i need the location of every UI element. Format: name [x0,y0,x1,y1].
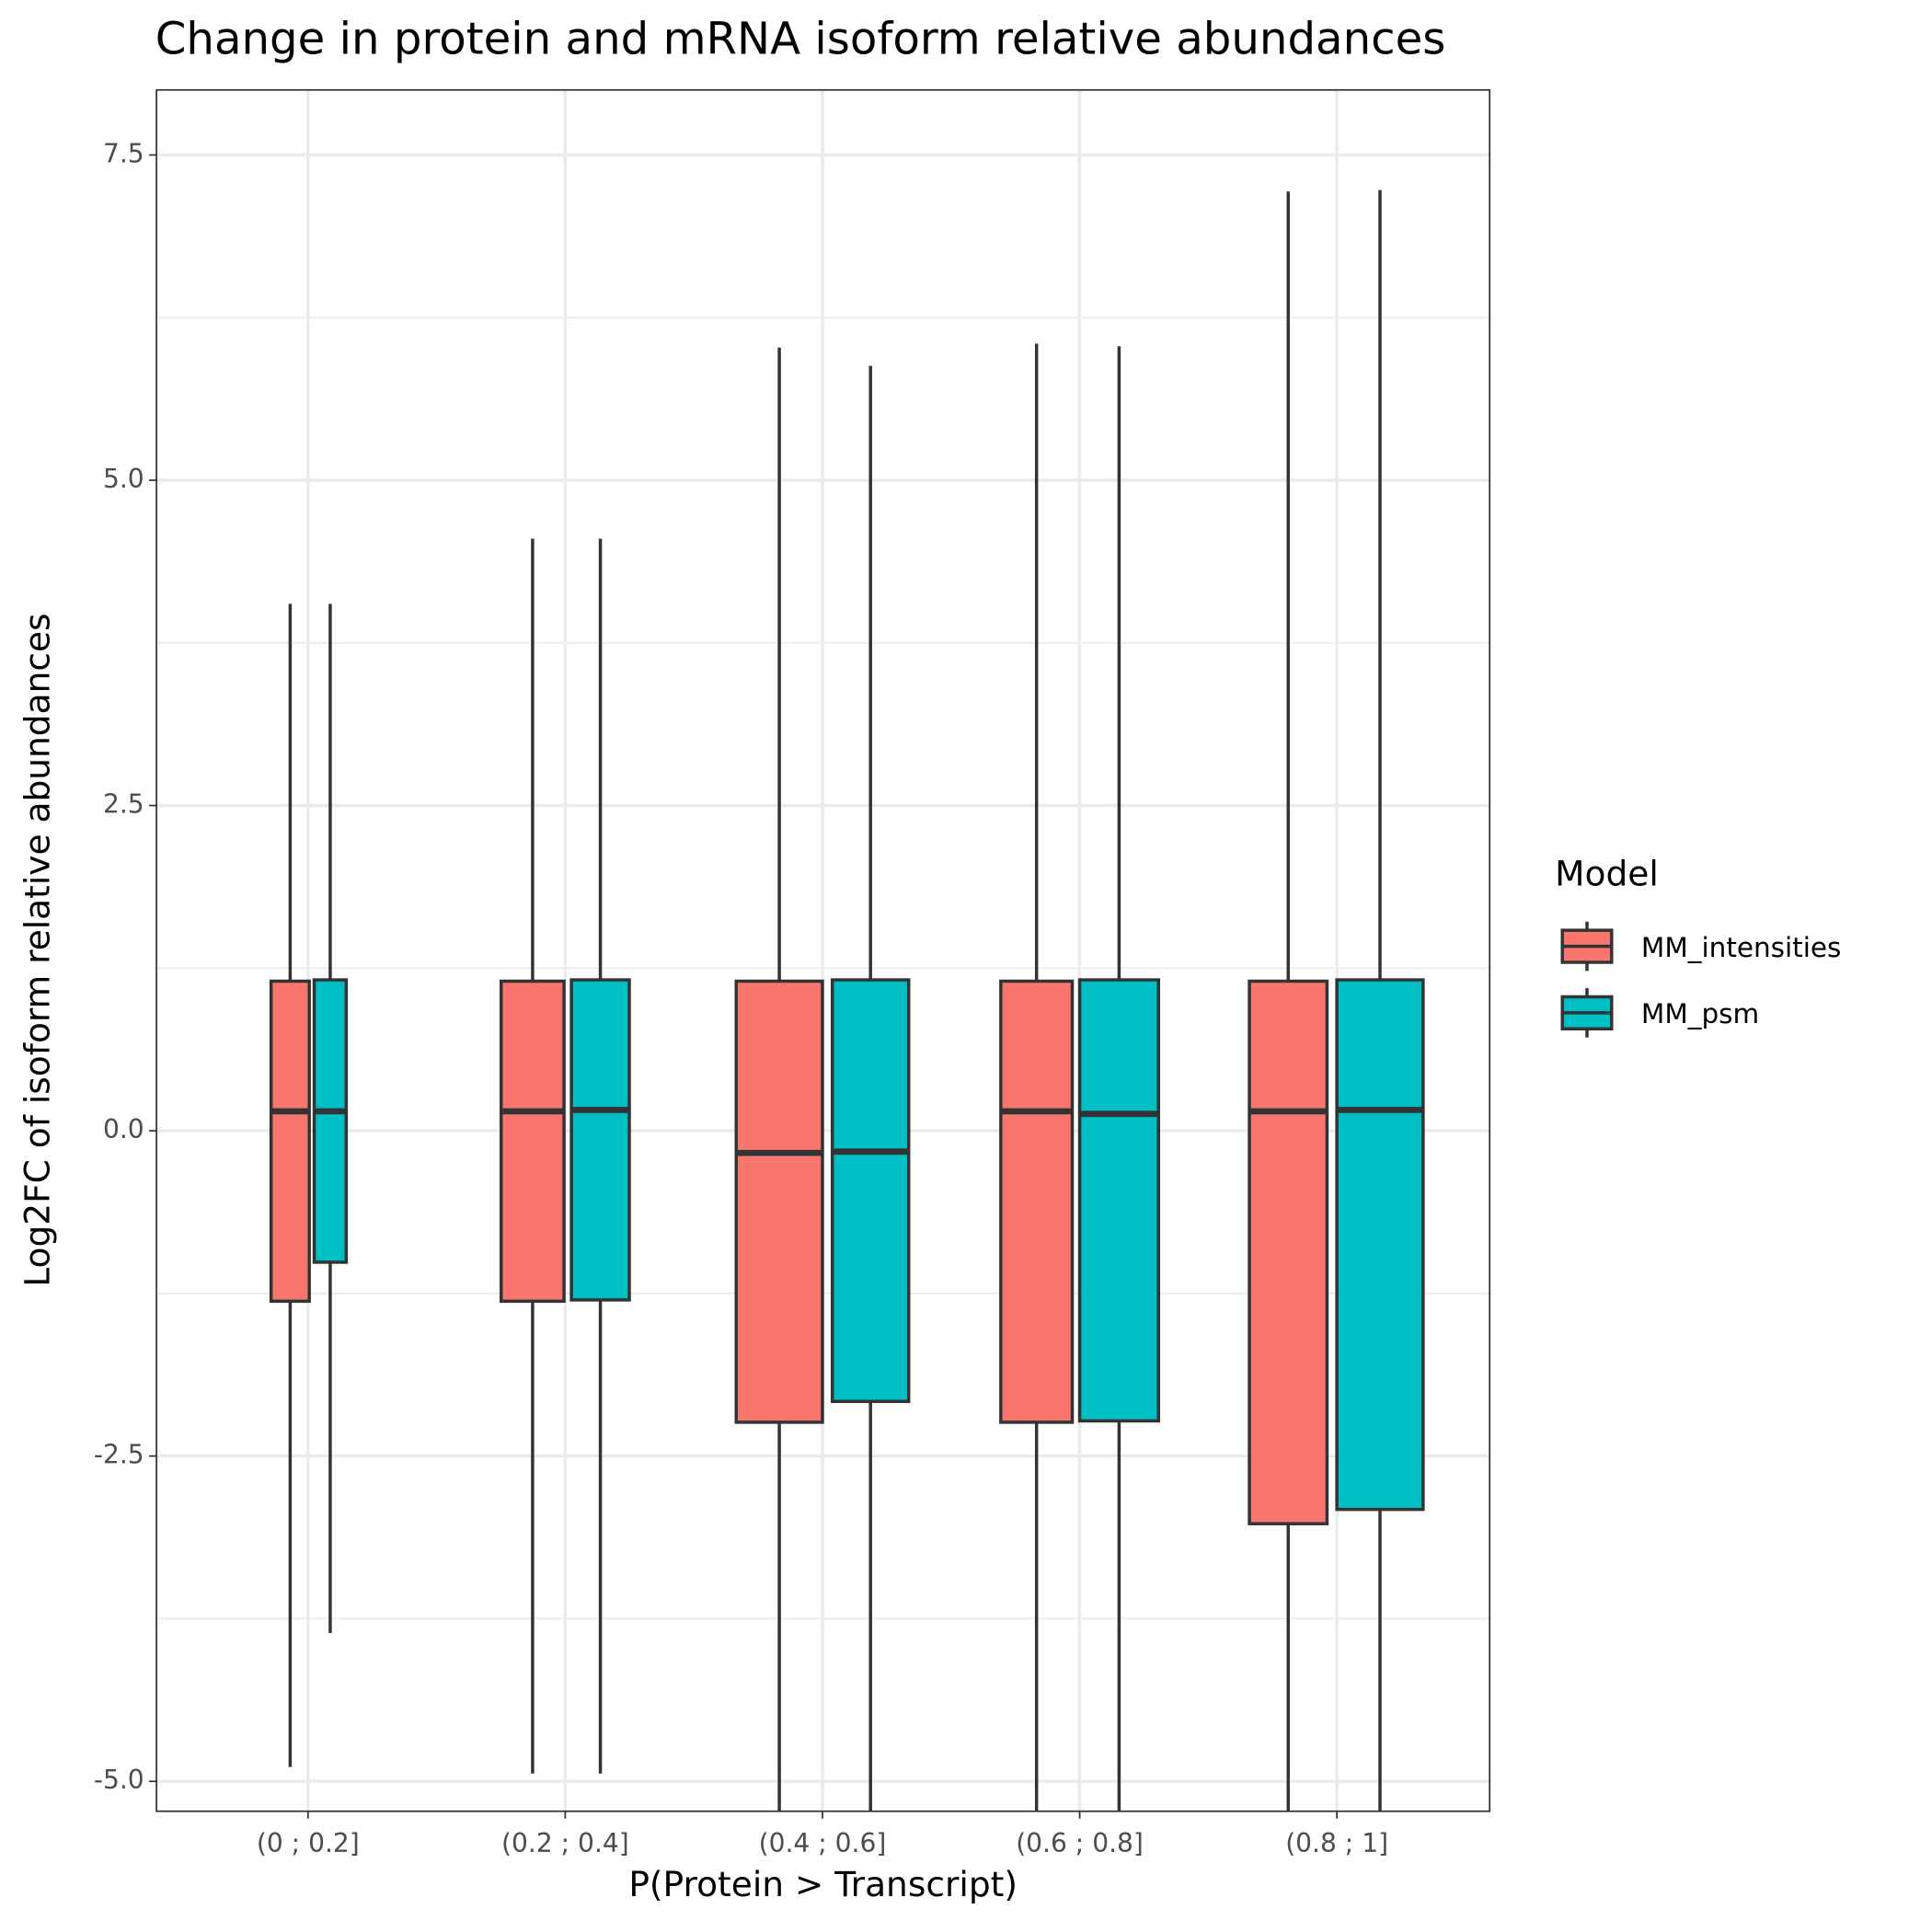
box [500,979,566,1304]
box [269,979,311,1304]
legend-title: Model [1555,854,1659,894]
x-tick-label: (0 ; 0.2] [257,1828,360,1858]
x-tick-label: (0.8 ; 1] [1285,1828,1388,1858]
y-axis-label: Log2FC of isoform relative abundances [17,613,57,1286]
legend-label: MM_psm [1641,998,1759,1029]
box-group [734,347,824,1811]
box-group [1077,346,1161,1811]
box [1248,979,1329,1525]
y-tick-label: -5.0 [94,1765,144,1795]
box-group [1335,190,1425,1811]
chart-title: Change in protein and mRNA isoform relat… [155,14,1446,65]
box [569,978,631,1302]
box-group [500,538,566,1774]
x-tick-label: (0.4 ; 0.6] [759,1828,887,1858]
x-tick-label: (0.2 ; 0.4] [501,1828,629,1858]
plot-marks [269,190,1425,1811]
y-tick-label: 0.0 [103,1114,144,1144]
box-group [269,604,311,1767]
box [1335,978,1425,1512]
y-tick-label: 5.0 [103,464,144,494]
legend: MM_intensities MM_psm [1560,921,1841,1038]
box-group [312,604,349,1634]
legend-label: MM_intensities [1641,932,1841,963]
box [830,978,911,1404]
y-tick-label: 7.5 [103,138,144,168]
box [312,978,349,1264]
box [1077,978,1161,1423]
box-group [569,538,631,1774]
y-tick-label: 2.5 [103,789,144,820]
box-group [1248,191,1329,1811]
box-group [830,365,911,1811]
box [999,979,1075,1424]
y-tick-label: -2.5 [94,1440,144,1470]
axes: -5.0 -2.5 0.0 2.5 5.0 7.5 (0 ; 0.2] (0.2 ; 0.4]… [94,138,1388,1857]
box-group [999,343,1075,1811]
x-tick-label: (0.6 ; 0.8] [1016,1828,1144,1858]
box [734,979,824,1424]
grid [156,89,1490,1811]
x-axis-label: P(Protein > Transcript) [628,1864,1018,1904]
